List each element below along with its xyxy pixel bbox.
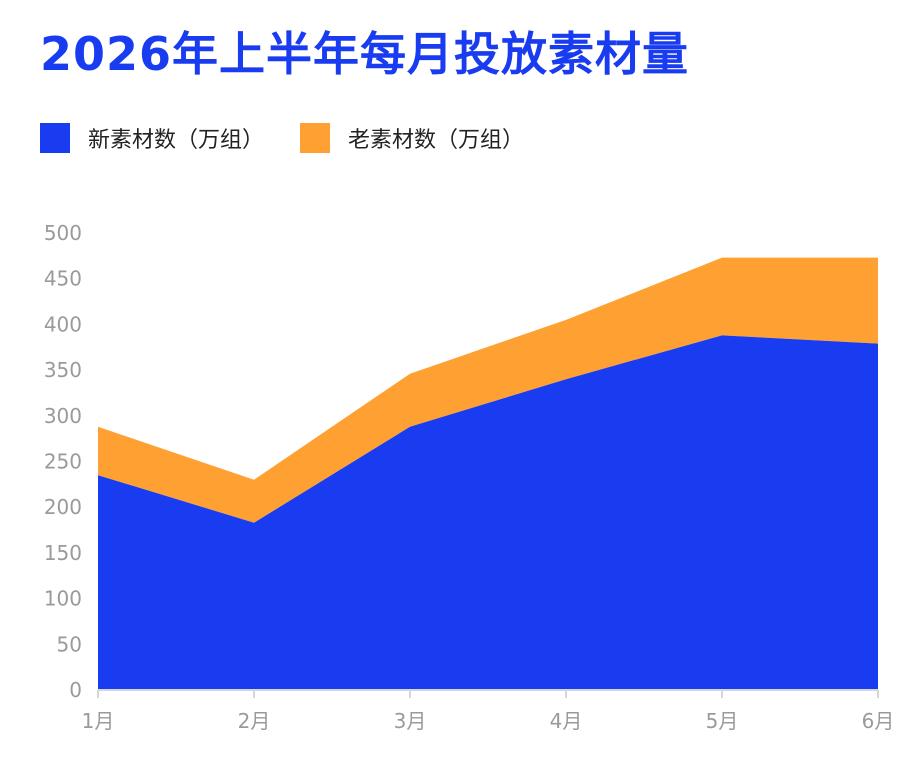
- y-tick-label-350: 350: [44, 358, 82, 382]
- y-tick-label-500: 500: [44, 221, 82, 245]
- area-old-series: [98, 257, 878, 523]
- y-tick-label-0: 0: [69, 678, 82, 702]
- x-tick-label-1: 1月: [82, 709, 115, 733]
- y-tick-label-400: 400: [44, 312, 82, 336]
- x-tick-label-4: 4月: [550, 709, 583, 733]
- legend-item-new[interactable]: 新素材数（万组）: [40, 122, 264, 154]
- y-tick-label-300: 300: [44, 404, 82, 428]
- legend-swatch-new: [40, 123, 70, 153]
- x-tick-label-2: 2月: [238, 709, 271, 733]
- y-tick-label-250: 250: [44, 450, 82, 474]
- y-tick-label-50: 50: [57, 632, 82, 656]
- legend-label-new: 新素材数（万组）: [88, 128, 265, 153]
- y-tick-label-200: 200: [44, 495, 82, 519]
- y-tick-label-450: 450: [44, 267, 82, 291]
- x-tick-label-3: 3月: [394, 709, 427, 733]
- y-tick-label-150: 150: [44, 541, 82, 565]
- y-tick-label-100: 100: [44, 587, 82, 611]
- legend-item-old[interactable]: 老素材数（万组）: [300, 122, 524, 154]
- x-tick-label-5: 5月: [706, 709, 739, 733]
- x-tick-label-6: 6月: [862, 709, 895, 733]
- area-new-series: [98, 335, 878, 690]
- legend-label-old: 老素材数（万组）: [348, 128, 525, 153]
- legend: 新素材数（万组） 老素材数（万组）: [40, 122, 560, 154]
- legend-swatch-old: [300, 123, 331, 153]
- chart-title: 2026年上半年每月投放素材量: [40, 27, 690, 81]
